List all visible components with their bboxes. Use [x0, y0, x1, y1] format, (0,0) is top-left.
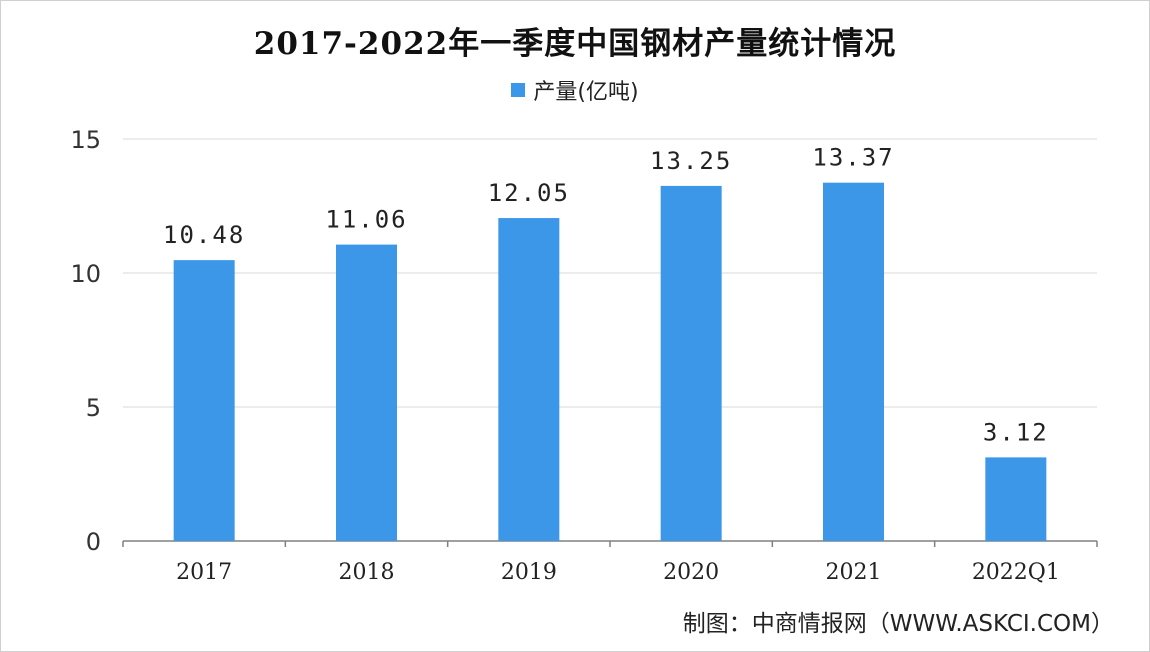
bar: [823, 182, 884, 541]
y-tick-label: 15: [70, 126, 101, 154]
x-tick-label: 2017: [176, 560, 232, 585]
bar: [985, 457, 1047, 541]
data-label: 12.05: [488, 179, 570, 207]
y-tick-label: 0: [86, 528, 101, 556]
chart-legend: 产量(亿吨): [0, 74, 1150, 106]
x-tick-label: 2018: [339, 560, 395, 585]
bar: [498, 218, 560, 541]
x-tick-label: 2019: [501, 560, 557, 585]
data-label: 11.06: [325, 206, 407, 234]
bar: [660, 185, 722, 541]
bar: [173, 260, 235, 541]
data-label: 13.37: [812, 144, 894, 172]
x-tick-label: 2021: [826, 560, 882, 585]
y-tick-label: 5: [86, 394, 101, 422]
data-label: 3.12: [983, 418, 1049, 446]
x-tick-label: 2022Q1: [972, 560, 1060, 585]
bar: [336, 244, 397, 542]
legend-swatch: [511, 83, 526, 97]
data-label: 10.48: [163, 221, 245, 249]
y-tick-label: 10: [70, 260, 101, 288]
source-credit: 制图：中商情报网（WWW.ASKCI.COM）: [682, 611, 1114, 637]
chart-title: 2017-2022年一季度中国钢材产量统计情况: [253, 26, 897, 62]
data-label: 13.25: [650, 147, 732, 175]
legend-label: 产量(亿吨): [533, 80, 639, 105]
x-tick-label: 2020: [663, 560, 719, 585]
